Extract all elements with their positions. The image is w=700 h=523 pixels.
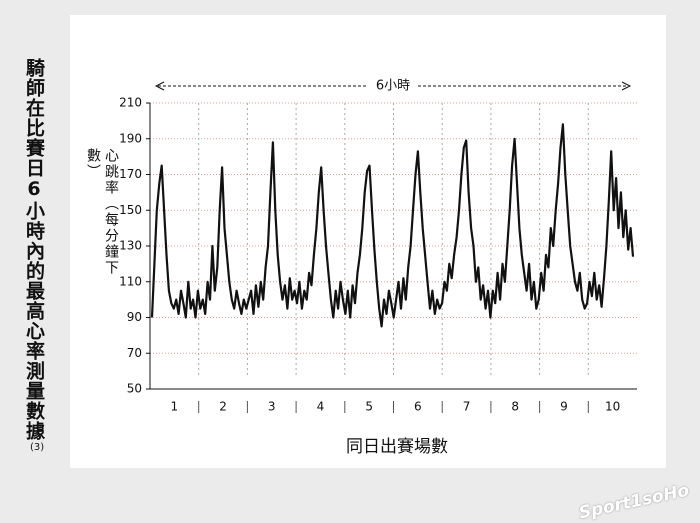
y-tick-label: 170 (119, 167, 142, 181)
y-tick-label: 130 (119, 239, 142, 253)
y-tick-label: 50 (127, 382, 142, 396)
y-tick-label: 90 (127, 310, 142, 324)
x-tick-label: 5 (365, 400, 373, 414)
y-tick-label: 150 (119, 203, 142, 217)
x-tick-label: 2 (219, 400, 227, 414)
y-axis-label: 心跳率（每分鐘下數） (85, 148, 119, 276)
x-tick-label: 7 (463, 400, 471, 414)
arrow-heads (154, 81, 632, 91)
y-tick-label: 190 (119, 131, 142, 145)
card (70, 15, 666, 468)
title: 騎師在比賽日6小時內的最高心率測量數據 (23, 58, 45, 441)
y-tick-label: 210 (119, 96, 142, 110)
x-tick-label: 4 (317, 400, 325, 414)
y-tick-label: 110 (119, 274, 142, 288)
y-tick-label: 70 (127, 346, 142, 360)
x-tick-label: 8 (511, 400, 519, 414)
subtitle: (3) (30, 442, 45, 453)
heart-rate-line (150, 123, 635, 328)
annotation: 6小時 (376, 79, 410, 94)
x-tick-label: 3 (268, 400, 276, 414)
y-label-box: 心跳率（每分鐘下數） (85, 148, 119, 276)
x-tick-label: 9 (560, 400, 568, 414)
x-tick-label: 6 (414, 400, 422, 414)
x-tick-label: 10 (605, 400, 620, 414)
x-axis-label: 同日出賽場數 (346, 436, 448, 457)
x-tick-label: 1 (171, 400, 179, 414)
